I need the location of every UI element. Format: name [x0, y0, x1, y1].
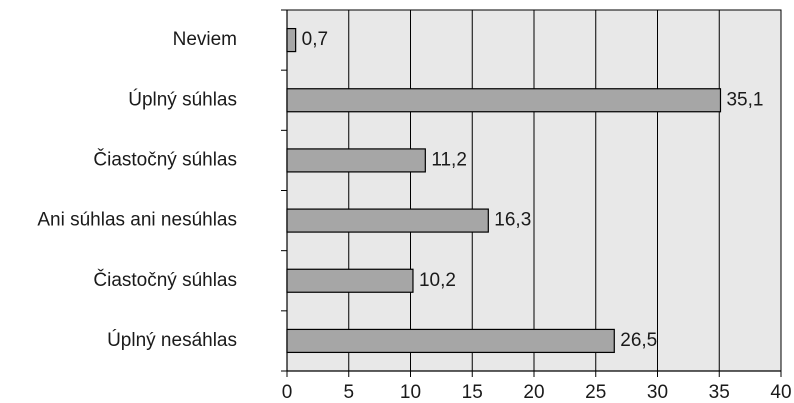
bar — [286, 27, 297, 53]
category-label: Ani súhlas ani nesúhlas — [37, 210, 237, 231]
data-label: 0,7 — [302, 29, 328, 50]
data-label: 26,5 — [620, 330, 657, 351]
x-tick-label: 30 — [647, 382, 668, 403]
category-label: Neviem — [173, 29, 237, 50]
bar — [286, 88, 722, 113]
x-tick-label: 20 — [523, 382, 544, 403]
data-label: 35,1 — [726, 89, 763, 110]
x-tick-label: 5 — [343, 382, 354, 403]
data-label: 10,2 — [419, 270, 456, 291]
x-tick-labels: 0 5 10 15 20 25 30 35 40 — [282, 382, 792, 403]
x-tick-label: 15 — [462, 382, 483, 403]
bars — [286, 27, 722, 354]
data-labels: 0,7 35,1 11,2 16,3 10,2 26,5 — [302, 29, 764, 351]
bar — [286, 208, 489, 233]
category-label: Úplný súhlas — [128, 88, 237, 110]
x-tick-label: 25 — [585, 382, 606, 403]
category-label: Čiastočný súhlas — [93, 148, 237, 170]
axes — [281, 9, 782, 377]
data-label: 11,2 — [431, 149, 467, 170]
x-tick-label: 10 — [400, 382, 421, 403]
category-label: Úplný nesáhlas — [107, 329, 237, 351]
x-tick-label: 0 — [282, 382, 293, 403]
gridlines — [348, 10, 720, 371]
x-tick-label: 35 — [709, 382, 730, 403]
x-tick-label: 40 — [770, 382, 791, 403]
data-label: 16,3 — [494, 210, 531, 231]
bar — [286, 328, 615, 354]
bar — [286, 268, 414, 293]
category-labels: Neviem Úplný súhlas Čiastočný súhlas Ani sú… — [37, 29, 237, 351]
category-label: Čiastočný súhlas — [93, 269, 237, 291]
bar — [286, 148, 426, 173]
